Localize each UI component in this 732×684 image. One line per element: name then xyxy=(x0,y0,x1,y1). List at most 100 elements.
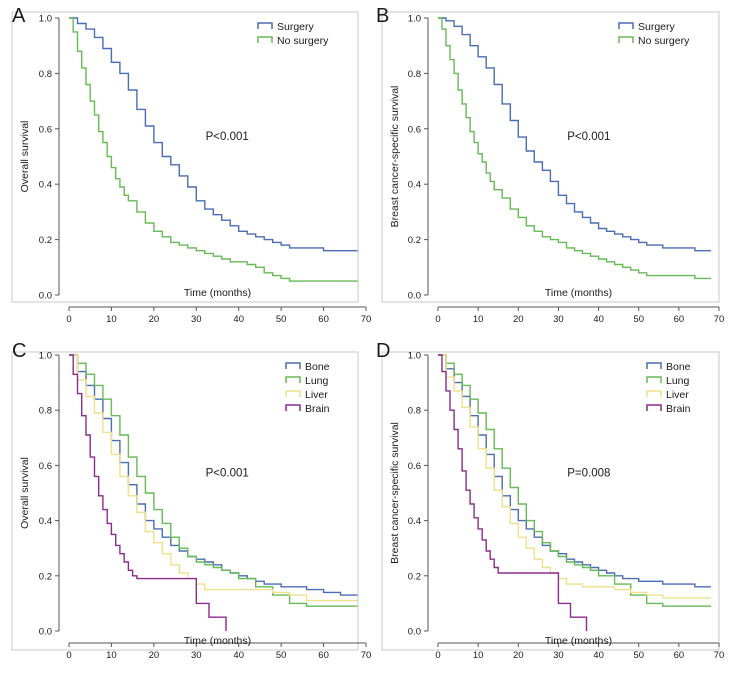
x-tick-label: 10 xyxy=(473,314,484,325)
panel-frame xyxy=(381,351,720,651)
panel-b: B 0 10 20 30 40 50 60 70 0.0 0.2 0.4 0.6 0.8 1.0 Time (… xyxy=(376,5,724,325)
y-tick-label: 0.2 xyxy=(39,571,52,582)
legend-swatch xyxy=(618,22,634,29)
series-line-no-surgery xyxy=(438,17,711,280)
x-tick-label: 10 xyxy=(106,650,117,661)
y-tick-label: 1.0 xyxy=(39,351,52,362)
y-tick-label: 0.0 xyxy=(39,627,52,638)
legend-label: Liver xyxy=(305,389,328,401)
legend-swatch xyxy=(646,404,662,411)
y-tick-label: 0.2 xyxy=(408,235,421,246)
legend-swatch xyxy=(646,362,662,369)
x-tick-label: 10 xyxy=(473,650,484,661)
legend-label: Surgery xyxy=(277,21,315,33)
legend-swatch xyxy=(285,390,301,397)
panel-a: A 0 10 20 30 40 50 60 70 0.0 0.2 0.4 0.6 0.8 1.0 Time (… xyxy=(11,5,372,325)
y-tick-label: 0.0 xyxy=(408,291,421,302)
panel-letter: A xyxy=(12,5,26,27)
x-tick-label: 10 xyxy=(106,314,117,325)
x-tick-label: 30 xyxy=(553,650,564,661)
legend-label: Bone xyxy=(305,361,330,373)
x-tick-label: 30 xyxy=(191,314,202,325)
y-tick-label: 0.8 xyxy=(39,69,52,80)
x-tick-label: 40 xyxy=(233,314,244,325)
x-tick-label: 50 xyxy=(633,650,644,661)
x-tick-label: 60 xyxy=(318,314,329,325)
y-tick-label: 0.6 xyxy=(408,461,421,472)
legend-label: Surgery xyxy=(638,21,676,33)
x-tick-label: 60 xyxy=(674,314,685,325)
x-tick-label: 0 xyxy=(66,314,71,325)
y-tick-label: 1.0 xyxy=(408,351,421,362)
x-tick-label: 70 xyxy=(714,314,725,325)
x-axis-label: Time (months) xyxy=(184,635,251,647)
y-tick-label: 0.8 xyxy=(408,406,421,417)
series-line-surgery xyxy=(69,17,358,252)
x-tick-label: 50 xyxy=(633,314,644,325)
series-line-brain xyxy=(438,354,588,631)
legend-label: No surgery xyxy=(638,35,690,47)
x-tick-label: 40 xyxy=(593,650,604,661)
panel-c: C 0 10 20 30 40 50 60 70 0.0 0.2 0.4 0.6 0.8 1.0 Time (… xyxy=(11,340,372,661)
p-value-annotation: P<0.001 xyxy=(206,131,249,143)
legend-swatch xyxy=(257,22,273,29)
x-tick-label: 70 xyxy=(714,650,725,661)
x-tick-label: 70 xyxy=(361,650,372,661)
y-tick-label: 0.8 xyxy=(39,406,52,417)
series-line-no-surgery xyxy=(69,17,358,282)
x-tick-label: 50 xyxy=(276,650,287,661)
legend-label: No surgery xyxy=(277,35,329,47)
x-axis-label: Time (months) xyxy=(184,287,251,299)
y-axis-label: Overall survival xyxy=(19,121,31,193)
y-axis-label: Breast cancer-specific survival xyxy=(389,422,401,564)
legend-swatch xyxy=(285,362,301,369)
series-line-brain xyxy=(69,354,227,631)
y-tick-label: 0.0 xyxy=(408,627,421,638)
x-tick-label: 20 xyxy=(513,650,524,661)
x-tick-label: 20 xyxy=(149,650,160,661)
y-tick-label: 1.0 xyxy=(408,14,421,25)
x-tick-label: 20 xyxy=(149,314,160,325)
y-tick-label: 1.0 xyxy=(39,14,52,25)
y-tick-label: 0.4 xyxy=(39,180,52,191)
x-axis-label: Time (months) xyxy=(545,635,612,647)
y-tick-label: 0.4 xyxy=(39,516,52,527)
x-tick-label: 70 xyxy=(361,314,372,325)
legend-label: Brain xyxy=(666,403,691,415)
legend-label: Lung xyxy=(305,375,329,387)
y-tick-label: 0.6 xyxy=(39,124,52,135)
panel-letter: C xyxy=(12,340,26,362)
y-tick-label: 0.0 xyxy=(39,291,52,302)
p-value-annotation: P<0.001 xyxy=(567,131,610,143)
x-tick-label: 60 xyxy=(674,650,685,661)
y-tick-label: 0.4 xyxy=(408,180,421,191)
legend-swatch xyxy=(646,376,662,383)
legend-label: Bone xyxy=(666,361,691,373)
x-tick-label: 0 xyxy=(435,650,440,661)
x-tick-label: 0 xyxy=(435,314,440,325)
p-value-annotation: P=0.008 xyxy=(567,467,610,479)
legend-swatch xyxy=(618,36,634,43)
x-tick-label: 30 xyxy=(553,314,564,325)
x-tick-label: 30 xyxy=(191,650,202,661)
x-tick-label: 60 xyxy=(318,650,329,661)
y-tick-label: 0.8 xyxy=(408,69,421,80)
panel-d: D 0 10 20 30 40 50 60 70 0.0 0.2 0.4 0.6 0.8 1.0 Time (… xyxy=(376,340,724,661)
y-tick-label: 0.6 xyxy=(408,124,421,135)
y-axis-label: Breast cancer-specific survival xyxy=(389,86,401,228)
series-line-surgery xyxy=(438,17,711,252)
y-tick-label: 0.2 xyxy=(408,571,421,582)
panel-letter: D xyxy=(376,340,390,362)
panel-frame xyxy=(11,351,359,651)
series-line-liver xyxy=(69,354,358,602)
legend-swatch xyxy=(646,390,662,397)
y-tick-label: 0.4 xyxy=(408,516,421,527)
legend-swatch xyxy=(285,404,301,411)
series-line-lung xyxy=(438,354,711,607)
x-tick-label: 20 xyxy=(513,314,524,325)
series-line-lung xyxy=(69,354,358,607)
x-tick-label: 40 xyxy=(593,314,604,325)
y-tick-label: 0.2 xyxy=(39,235,52,246)
legend-label: Lung xyxy=(666,375,690,387)
